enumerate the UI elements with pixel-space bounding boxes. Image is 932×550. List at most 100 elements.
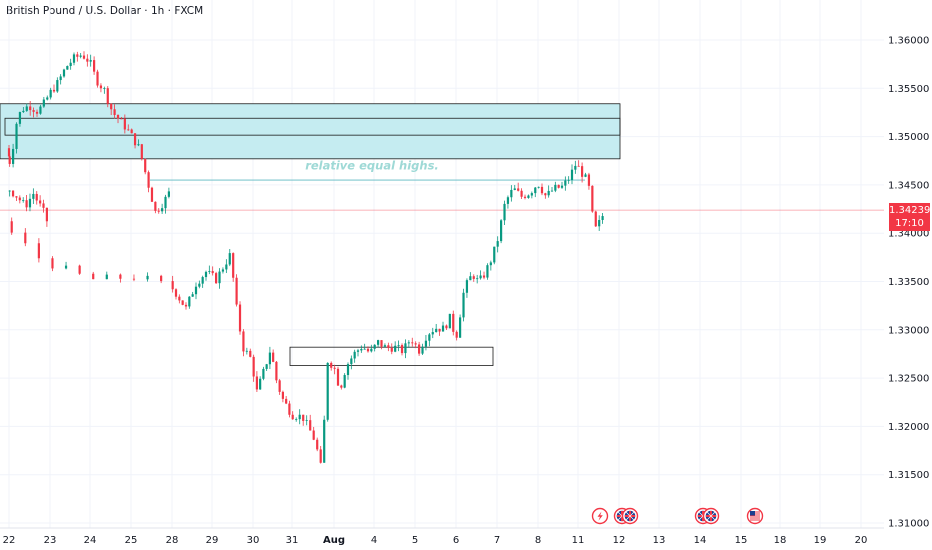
candle-body (215, 273, 218, 284)
time-tick-label: 29 (206, 535, 219, 546)
candle-body (319, 449, 322, 463)
candle-body (537, 186, 540, 188)
candle-body (400, 345, 404, 354)
candle-body (404, 343, 407, 354)
candle-body (154, 201, 157, 211)
candle-body (110, 103, 113, 110)
price-tick-label: 1.32000 (888, 422, 929, 433)
candle-body (116, 115, 120, 119)
candle-body (201, 277, 204, 284)
candle-body (476, 278, 479, 280)
time-tick-label: 13 (653, 535, 666, 546)
candle-body (238, 304, 242, 332)
candle-body (24, 232, 27, 244)
candle-body (333, 367, 336, 369)
price-tick-label: 1.32500 (888, 374, 929, 385)
candle-body (574, 165, 577, 170)
time-axis: 22 23 24 25 28 29 30 31 Aug 4 5 6 7 8 11 12 13 14 15 18 19 20 (0, 527, 884, 546)
candle-body (11, 190, 15, 197)
bar-countdown: 17:10 (895, 218, 924, 229)
candle-body (500, 220, 503, 242)
candle-body (225, 264, 228, 270)
time-tick-label: 31 (286, 535, 299, 546)
candle-body (72, 54, 76, 63)
time-tick-label: 19 (814, 535, 827, 546)
candle-body (493, 246, 496, 263)
candle-body (564, 180, 567, 186)
candle-body (411, 342, 414, 344)
candle-body (35, 193, 38, 201)
price-tick-label: 1.33000 (888, 325, 929, 336)
candle-body (472, 276, 475, 279)
candle-body (523, 196, 527, 198)
candle-body (326, 362, 329, 420)
candle-body (462, 292, 465, 318)
candle-body (249, 350, 252, 357)
candle-body (144, 158, 147, 173)
candle-body (235, 277, 238, 305)
candle-body (82, 55, 86, 59)
candle-body (8, 156, 11, 164)
candle-body (530, 193, 533, 196)
candle-body (93, 60, 96, 72)
time-tick-label: 14 (694, 535, 707, 546)
us-flag-event-icon (746, 507, 764, 525)
candle-body (164, 196, 167, 209)
candle-body (133, 133, 137, 146)
time-tick-label: 4 (371, 535, 377, 546)
candle-body (407, 342, 410, 344)
candle-body (336, 368, 340, 386)
candle-body (360, 348, 363, 351)
candle-body (123, 118, 126, 130)
candle-body (32, 110, 35, 112)
candle-body (377, 340, 380, 345)
candle-body (46, 97, 49, 100)
candle-body (89, 60, 92, 62)
candle-body (445, 325, 448, 329)
candle-body (431, 332, 434, 335)
candle-body (387, 345, 390, 348)
candle-body (397, 345, 400, 346)
candle-body (278, 380, 281, 392)
last-price-tag: 1.34239 17:10 (889, 203, 930, 231)
price-tick-label: 1.34000 (888, 229, 929, 240)
uk-flag-event-icon (702, 507, 720, 525)
candle-body (7, 148, 11, 157)
candle-body (373, 344, 376, 349)
candle-body (305, 420, 308, 421)
candle-body (86, 58, 89, 62)
candle-body (221, 269, 225, 272)
time-tick-label: 12 (613, 535, 626, 546)
time-tick-label: 5 (412, 535, 418, 546)
chart-grid (0, 0, 884, 528)
price-tick-label: 1.36000 (888, 36, 929, 47)
candle-body (8, 190, 11, 192)
candle-body (181, 300, 184, 305)
candle-body (161, 208, 164, 212)
candle-body (113, 109, 116, 116)
price-tick-label: 1.31500 (888, 470, 929, 481)
candle-body (45, 207, 48, 222)
candle-body (188, 296, 191, 307)
candle-body (242, 331, 245, 352)
price-tick-label: 1.34500 (888, 180, 929, 191)
candle-body (554, 184, 557, 191)
candle-body (25, 106, 28, 111)
candle-body (465, 280, 469, 293)
candle-body (441, 325, 445, 332)
candle-body (448, 313, 451, 329)
candle-body (581, 166, 584, 177)
candle-body (35, 111, 39, 114)
relative-equal-highs-label: relative equal highs. (305, 158, 439, 172)
candle-body (316, 439, 319, 450)
candle-body (570, 169, 574, 180)
candle-body (10, 221, 13, 233)
supply-zone-inner-box (4, 117, 621, 136)
candle-body (550, 190, 554, 192)
candle-body (232, 253, 235, 278)
candle-body (18, 197, 21, 201)
candle-body (103, 88, 106, 89)
candle-body (394, 345, 397, 352)
candle-body (208, 271, 211, 272)
